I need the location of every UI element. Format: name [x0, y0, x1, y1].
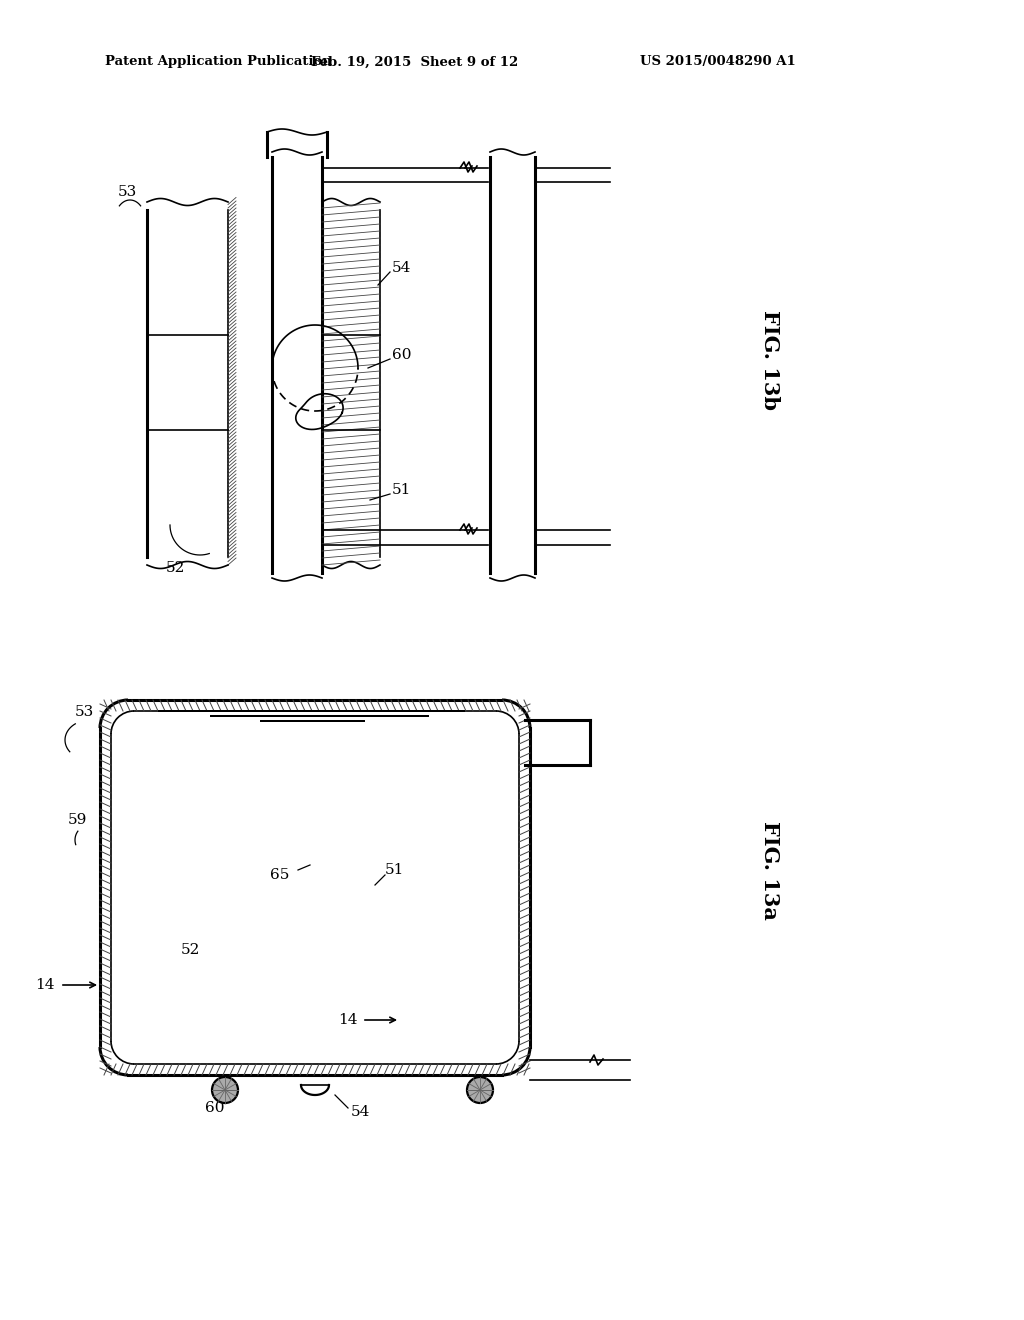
Text: 52: 52 [165, 561, 184, 576]
Text: 14: 14 [36, 978, 55, 993]
Text: 14: 14 [339, 1012, 358, 1027]
Text: 53: 53 [118, 185, 137, 199]
Text: 54: 54 [350, 1105, 370, 1119]
Text: 52: 52 [180, 942, 200, 957]
Text: 60: 60 [392, 348, 412, 362]
Text: 59: 59 [68, 813, 87, 828]
Circle shape [467, 1077, 493, 1104]
Circle shape [212, 1077, 238, 1104]
Text: 51: 51 [392, 483, 412, 498]
Text: Feb. 19, 2015  Sheet 9 of 12: Feb. 19, 2015 Sheet 9 of 12 [311, 55, 518, 69]
Text: 53: 53 [75, 705, 94, 719]
Text: Patent Application Publication: Patent Application Publication [105, 55, 332, 69]
Text: FIG. 13b: FIG. 13b [760, 310, 780, 411]
Text: 60: 60 [205, 1101, 224, 1115]
Text: FIG. 13a: FIG. 13a [760, 821, 780, 920]
Text: 51: 51 [385, 863, 404, 876]
Text: 54: 54 [392, 261, 412, 275]
Text: 65: 65 [270, 869, 290, 882]
Text: US 2015/0048290 A1: US 2015/0048290 A1 [640, 55, 796, 69]
